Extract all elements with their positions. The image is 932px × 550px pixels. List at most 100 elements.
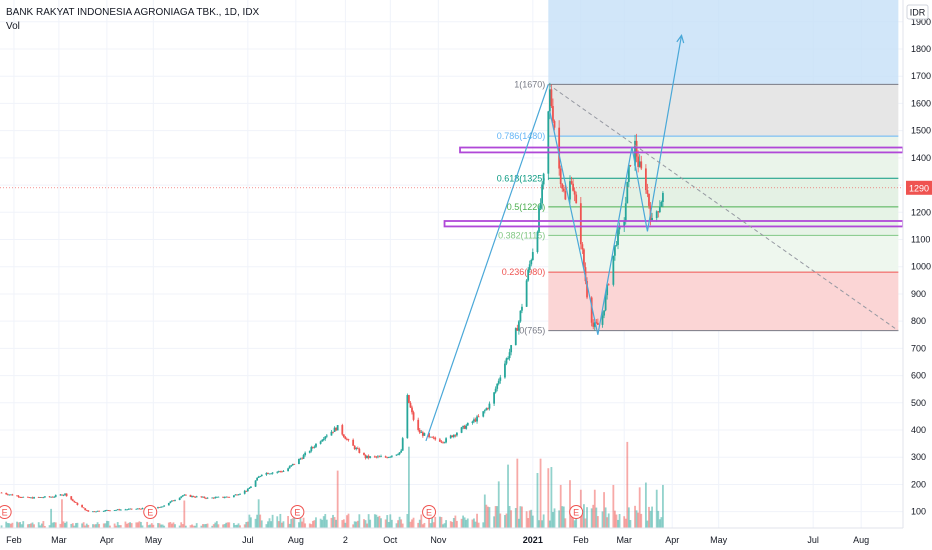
candle-body <box>256 477 259 481</box>
candle-body <box>618 225 621 230</box>
candle-body <box>434 437 437 440</box>
candle-body <box>82 507 85 509</box>
volume-bar <box>265 524 268 528</box>
volume-bar <box>84 525 87 528</box>
candle-body <box>657 211 660 213</box>
volume-bar <box>423 522 426 528</box>
candle-body <box>375 456 378 458</box>
volume-bar <box>248 514 251 528</box>
candle-body <box>42 497 45 499</box>
candle-body <box>445 438 447 443</box>
candle-body <box>356 448 359 449</box>
volume-bar <box>482 522 485 528</box>
volume-bar <box>217 524 220 528</box>
candle-body <box>257 476 260 478</box>
candle-body <box>483 410 486 412</box>
volume-bar <box>521 506 523 528</box>
candle-body <box>380 456 382 458</box>
volume-bar <box>449 521 452 528</box>
candle-body <box>234 494 237 496</box>
volume-bar <box>138 521 141 528</box>
volume-bar <box>184 525 187 528</box>
time-tick-label: Aug <box>288 535 304 545</box>
candle-body <box>417 419 420 430</box>
time-axis[interactable]: Feb Mar Apr May Jul Aug 2 Oct Nov 2021 Feb Mar Apr Ma… <box>0 527 932 550</box>
volume-bar <box>592 504 595 528</box>
volume-bar <box>288 523 291 528</box>
last-price-label: 1290 <box>909 183 929 193</box>
volume-bar <box>26 524 29 528</box>
volume-bar <box>270 521 272 528</box>
candle-body <box>189 494 192 497</box>
candle-body <box>387 457 390 458</box>
volume-bar <box>514 508 517 528</box>
volume-bar <box>607 513 610 528</box>
volume-bar <box>136 522 139 528</box>
candle-body <box>102 511 105 512</box>
candle-body <box>118 509 121 511</box>
price-tick-label: 900 <box>911 289 926 299</box>
volume-bar <box>279 513 282 528</box>
volume-bar <box>558 510 561 528</box>
candle-body <box>581 244 584 250</box>
volume-bar <box>406 513 409 528</box>
volume-bar <box>460 518 463 528</box>
fib-band <box>548 178 899 207</box>
price-axis[interactable]: 100 200 300 400 500 600 700 800 900 1000 1100 1200 1… <box>902 0 932 550</box>
volume-bar <box>660 517 663 528</box>
candle-body <box>254 480 257 487</box>
volume-bar <box>127 522 130 528</box>
candle-body <box>5 492 8 495</box>
candle-body <box>246 488 249 492</box>
volume-bar <box>8 523 11 528</box>
candle-body <box>73 500 76 503</box>
volume-bar <box>655 489 658 528</box>
volume-bar <box>51 522 54 528</box>
candle-body <box>271 472 274 474</box>
volume-bar <box>85 523 88 528</box>
candle-body <box>65 493 68 497</box>
volume-bar <box>614 510 616 528</box>
volume-bar <box>463 517 466 528</box>
candle-body <box>542 173 545 185</box>
candle-body <box>547 111 550 174</box>
candle-body <box>418 429 421 433</box>
volume-bar <box>92 524 94 528</box>
candle-body <box>174 500 176 501</box>
candle-body <box>397 454 399 456</box>
volume-bar <box>178 525 181 528</box>
earnings-event-marker <box>569 505 584 519</box>
volume-bar <box>280 522 283 528</box>
candle-body <box>363 452 365 455</box>
candle-body <box>651 218 653 221</box>
candle-body <box>61 494 63 496</box>
volume-bar <box>496 506 499 528</box>
volume-bar <box>9 523 12 528</box>
candle-body <box>9 494 12 496</box>
candle-body <box>378 456 381 458</box>
candle-body <box>456 432 458 436</box>
volume-bar <box>516 458 519 528</box>
volume-bar <box>352 524 355 528</box>
volume-bar <box>346 515 348 528</box>
volume-bar <box>438 516 441 528</box>
volume-bar <box>387 522 390 528</box>
volume-bar <box>651 506 653 528</box>
candle-body <box>180 496 183 498</box>
candle-body <box>319 441 322 444</box>
fibonacci-retracement[interactable]: 1(1670) 0.786(1480) 0.618(1325) 0.5(1220) 0.… <box>497 0 899 336</box>
volume-bar <box>19 522 22 528</box>
earnings-event-label: E <box>147 508 153 518</box>
candle-body <box>595 322 598 324</box>
candle-body <box>466 422 469 426</box>
volume-bar <box>87 524 90 528</box>
arrow-head <box>676 34 685 44</box>
candle-body <box>493 392 495 404</box>
candle-body <box>222 496 224 498</box>
volume-bar <box>456 520 458 528</box>
candle-body <box>364 454 367 459</box>
candle-body <box>562 188 565 192</box>
candle-body <box>279 471 282 472</box>
